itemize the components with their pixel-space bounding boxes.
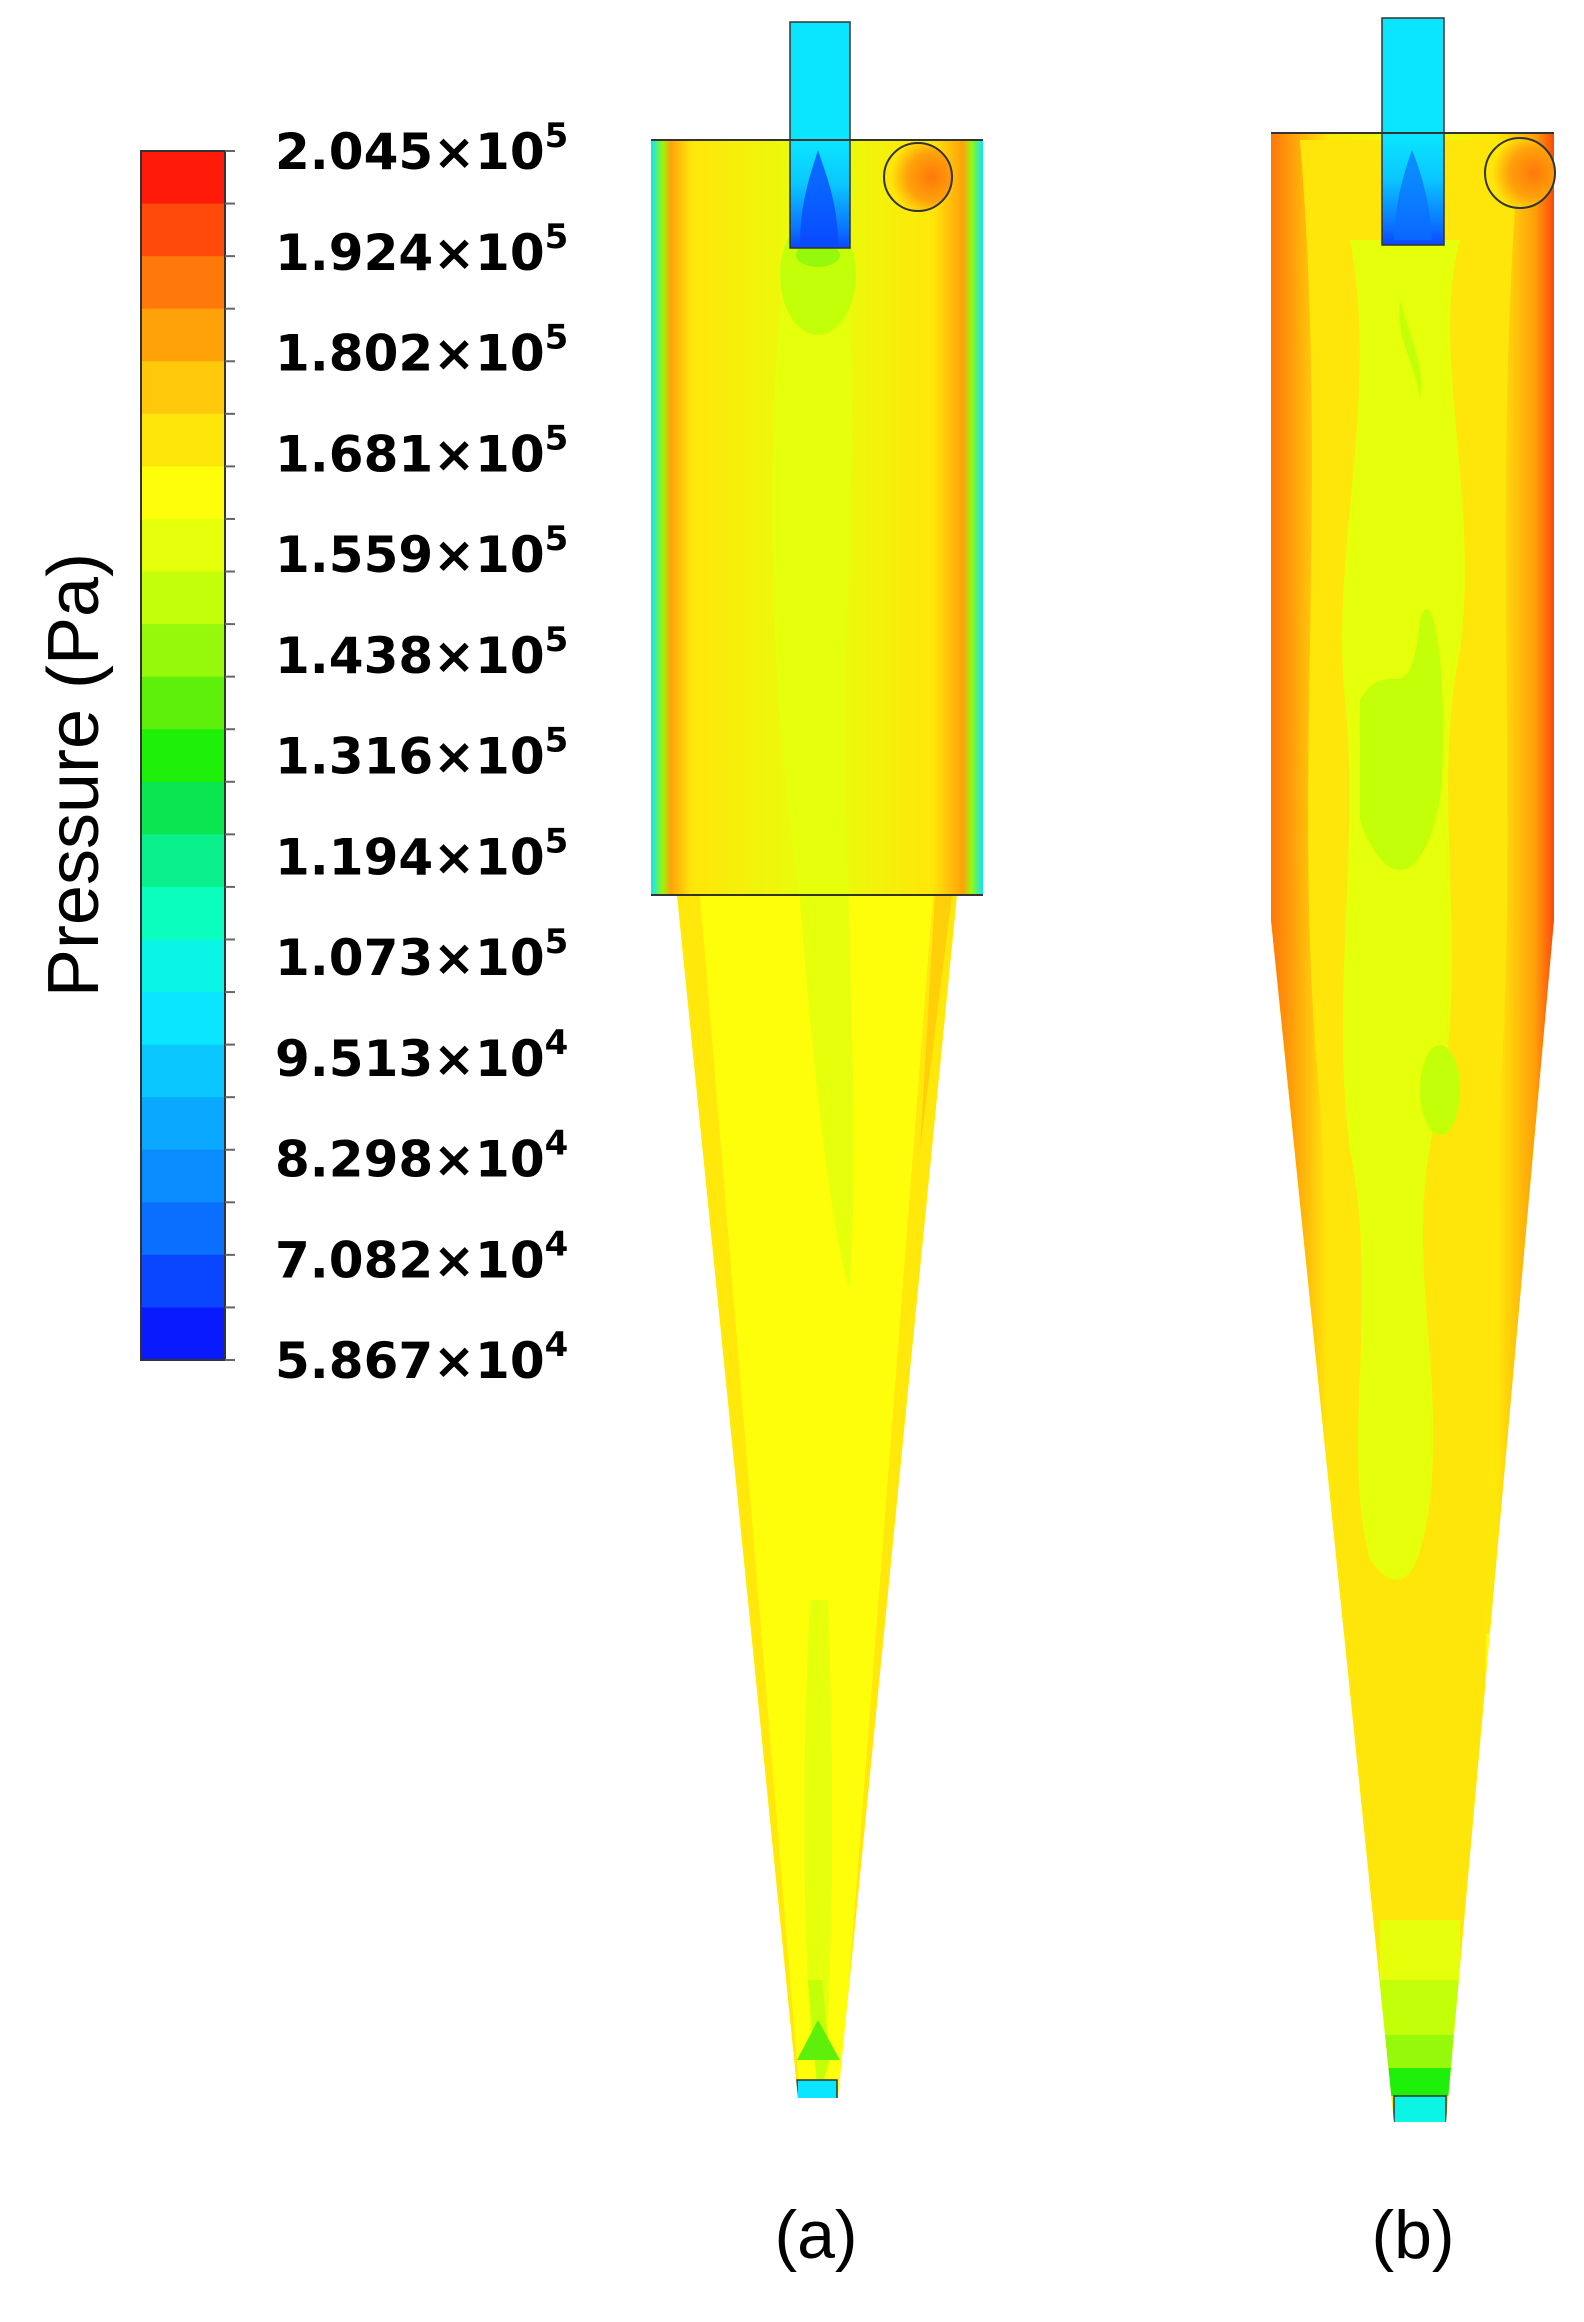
colorbar: 2.045×105 1.924×105 1.802×105 1.681×105 1.55… [34, 116, 568, 1390]
colorbar-band [141, 203, 225, 257]
colorbar-band [141, 413, 225, 467]
colorbar-tick-label: 1.802×105 [275, 318, 568, 383]
colorbar-tick-label: 1.559×105 [275, 519, 568, 584]
colorbar-band [141, 1202, 225, 1256]
colorbar-band [141, 518, 225, 573]
vortex-finder-a [789, 21, 851, 141]
cyclone-body-a [651, 140, 983, 2098]
colorbar-tick-label: 8.298×104 [275, 1124, 568, 1189]
colorbar-band [141, 361, 225, 415]
colorbar-ticks: 2.045×105 1.924×105 1.802×105 1.681×105 1.55… [225, 116, 568, 1390]
colorbar-band [141, 834, 225, 888]
colorbar-band [141, 1149, 225, 1203]
colorbar-band [141, 781, 225, 835]
colorbar-tick-label: 1.924×105 [275, 217, 568, 282]
colorbar-band [141, 1307, 225, 1361]
colorbar-tick-label: 1.073×105 [275, 922, 568, 987]
colorbar-band [141, 939, 225, 993]
vortex-finder-b [1381, 17, 1445, 134]
colorbar-tick-label: 1.438×105 [275, 620, 568, 685]
colorbar-band [141, 1097, 225, 1151]
colorbar-frame [140, 150, 226, 1361]
colorbar-band [141, 151, 225, 205]
inlet-circle-b [1484, 137, 1556, 209]
colorbar-band [141, 729, 225, 783]
colorbar-band [141, 1044, 225, 1098]
colorbar-band [141, 624, 225, 678]
panel-label-a: (a) [774, 2197, 857, 2273]
colorbar-tick-label: 1.316×105 [275, 721, 568, 786]
colorbar-band [141, 886, 225, 940]
colorbar-tick-label: 9.513×104 [275, 1023, 568, 1088]
colorbar-band [141, 308, 225, 362]
colorbar-bands [141, 151, 225, 1361]
cyclone-body-b [1271, 133, 1554, 2122]
colorbar-title: Pressure (Pa) [34, 553, 114, 997]
panel-label-b: (b) [1371, 2197, 1454, 2273]
colorbar-band [141, 571, 225, 625]
colorbar-tick-label: 1.681×105 [275, 418, 568, 483]
colorbar-band [141, 1254, 225, 1308]
colorbar-tick-label: 2.045×105 [275, 116, 568, 181]
inlet-circle-a [883, 142, 953, 212]
colorbar-band [141, 466, 225, 520]
colorbar-band [141, 676, 225, 730]
cyclone-panel-b: (b) [1271, 17, 1556, 2273]
colorbar-band [141, 256, 225, 310]
cyclone-panel-a: (a) [651, 21, 983, 2273]
colorbar-tick-label: 5.867×104 [275, 1325, 568, 1390]
colorbar-band [141, 992, 225, 1046]
colorbar-tick-label: 1.194×105 [275, 821, 568, 886]
colorbar-tick-label: 7.082×104 [275, 1224, 568, 1289]
